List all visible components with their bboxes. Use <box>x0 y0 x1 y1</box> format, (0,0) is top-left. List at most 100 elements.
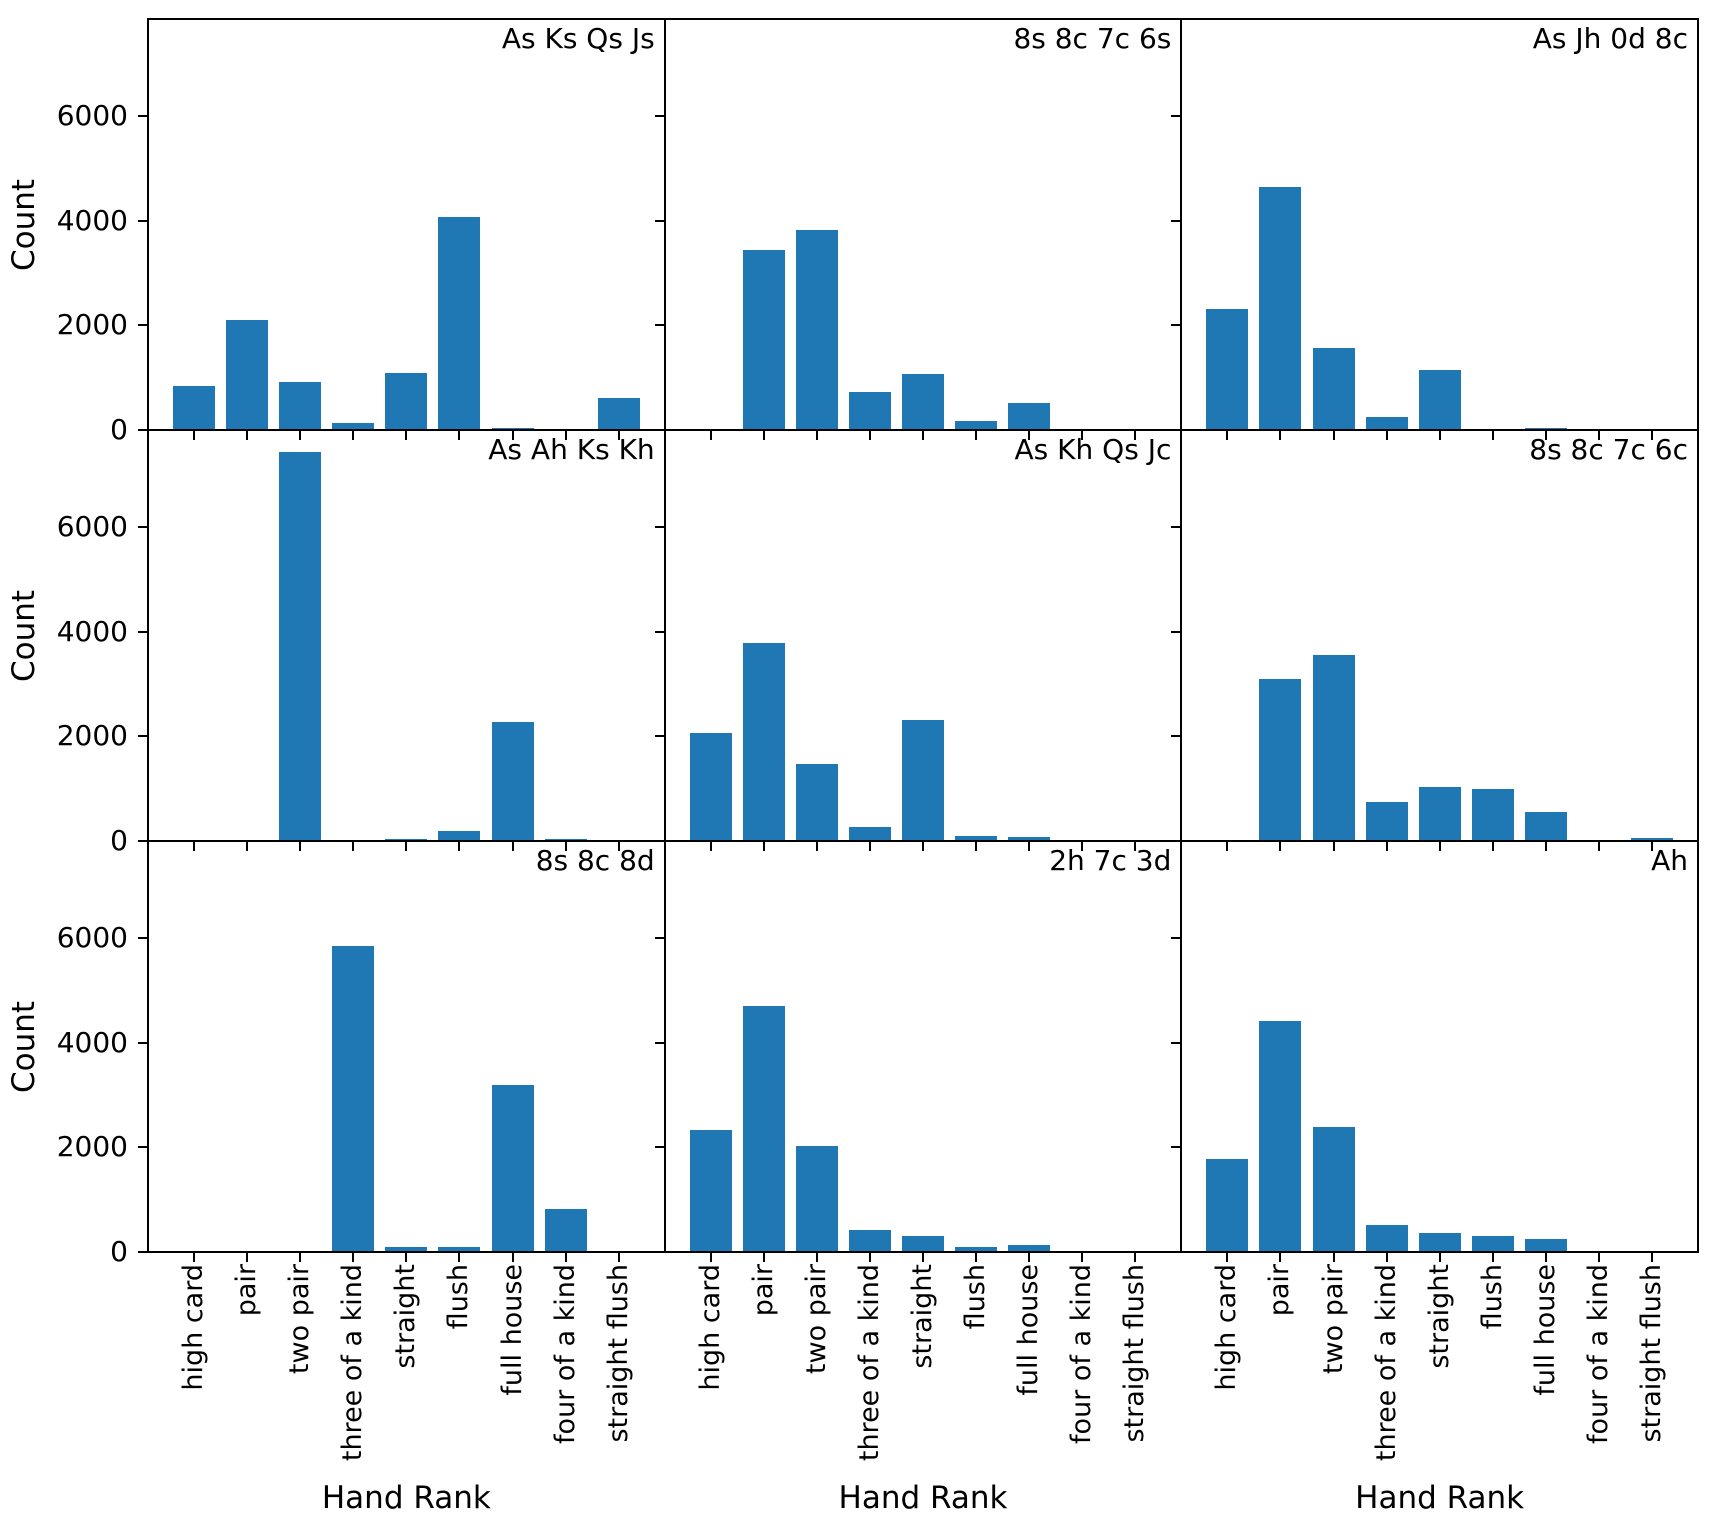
subplot-title: As Jh 0d 8c <box>1532 22 1688 55</box>
bar <box>1312 1126 1355 1252</box>
y-axis-spine <box>147 18 149 1253</box>
x-axis-spine <box>147 18 1699 20</box>
subplot-title: 8s 8c 8d <box>535 844 655 877</box>
bar <box>332 946 375 1252</box>
x-tick-mark <box>1597 431 1600 440</box>
bar <box>491 427 534 430</box>
x-tick-mark <box>1544 842 1547 851</box>
x-tick-label: four of a kind <box>549 1264 581 1444</box>
x-tick-mark <box>617 431 620 440</box>
y-tick-mark <box>138 114 147 117</box>
bar <box>742 1006 785 1252</box>
x-tick-mark <box>511 842 514 851</box>
bar <box>438 831 481 841</box>
y-tick-mark <box>1171 1146 1181 1149</box>
bar <box>1008 402 1051 430</box>
x-tick-mark <box>1081 431 1084 440</box>
x-axis-spine <box>147 429 1699 431</box>
bar <box>902 373 944 430</box>
y-tick-label: 0 <box>110 1235 128 1268</box>
y-tick-mark <box>654 525 664 528</box>
x-tick-mark <box>1385 1253 1388 1262</box>
x-tick-label: straight flush <box>602 1264 634 1443</box>
y-tick-mark <box>1171 1251 1181 1253</box>
x-tick-mark <box>246 842 249 851</box>
x-tick-mark <box>1385 431 1388 440</box>
x-tick-mark <box>1134 431 1137 440</box>
x-tick-mark <box>1491 1253 1494 1262</box>
x-tick-mark <box>1028 1253 1031 1262</box>
x-tick-mark <box>1544 1253 1547 1262</box>
y-tick-label: 4000 <box>56 614 128 648</box>
bar <box>173 386 215 430</box>
y-tick-mark <box>654 1041 664 1044</box>
bar <box>491 722 534 841</box>
x-tick-mark <box>246 431 249 440</box>
x-tick-label: flush <box>960 1264 992 1330</box>
x-tick-mark <box>1332 1253 1335 1262</box>
bar <box>1365 1225 1408 1252</box>
bar <box>848 1230 891 1252</box>
y-tick-mark <box>654 630 664 633</box>
bar <box>438 1246 481 1252</box>
y-tick-label: 6000 <box>56 98 128 132</box>
x-tick-mark <box>709 431 712 440</box>
x-tick-mark <box>815 1253 818 1262</box>
x-tick-mark <box>1332 842 1335 851</box>
bar <box>1418 369 1461 430</box>
x-tick-mark <box>352 1253 355 1262</box>
x-tick-mark <box>1385 842 1388 851</box>
x-tick-mark <box>975 842 978 851</box>
x-tick-mark <box>193 842 195 851</box>
y-tick-mark <box>1171 429 1181 431</box>
bar <box>902 1236 944 1252</box>
x-tick-mark <box>352 431 355 440</box>
x-tick-label: straight <box>1423 1264 1455 1369</box>
bar <box>795 763 838 841</box>
x-axis-label: Hand Rank <box>838 1480 1008 1516</box>
x-tick-mark <box>1438 431 1441 440</box>
x-tick-mark <box>352 842 355 851</box>
x-tick-mark <box>975 431 978 440</box>
y-axis-label: Count <box>6 1000 42 1093</box>
y-axis-spine <box>663 18 666 1253</box>
bar <box>1312 347 1355 430</box>
x-tick-label: three of a kind <box>1370 1264 1402 1462</box>
x-tick-mark <box>762 431 765 440</box>
x-tick-label: pair <box>747 1264 779 1317</box>
x-tick-mark <box>1134 842 1137 851</box>
y-tick-label: 2000 <box>56 719 128 753</box>
y-tick-mark <box>138 219 147 222</box>
subplot-title: 8s 8c 7c 6s <box>1013 22 1172 55</box>
bar <box>279 382 322 430</box>
bar <box>1008 1245 1051 1252</box>
x-tick-mark <box>1028 431 1031 440</box>
bar <box>1365 802 1408 841</box>
bar <box>279 451 322 841</box>
x-tick-mark <box>193 431 195 440</box>
y-tick-mark <box>654 936 664 939</box>
y-tick-mark <box>138 324 147 327</box>
x-tick-mark <box>617 1253 620 1262</box>
subplot-title: Ah <box>1651 844 1688 877</box>
x-tick-mark <box>1279 842 1282 851</box>
bar <box>1206 308 1249 430</box>
x-tick-mark <box>1081 842 1084 851</box>
y-tick-label: 6000 <box>56 509 128 543</box>
x-tick-mark <box>1491 842 1494 851</box>
subplot-title: 8s 8c 7c 6c <box>1529 433 1688 466</box>
x-tick-label: four of a kind <box>1582 1264 1614 1444</box>
bar <box>1259 186 1302 430</box>
y-tick-label: 0 <box>110 413 128 446</box>
bar <box>385 373 428 430</box>
x-tick-mark <box>1544 431 1547 440</box>
bar <box>1008 837 1051 841</box>
y-tick-mark <box>138 1146 147 1149</box>
x-tick-mark <box>1134 1253 1137 1262</box>
x-axis-spine <box>147 840 1699 842</box>
subplot-title: As Ks Qs Js <box>501 22 655 55</box>
bar <box>955 421 998 430</box>
bar <box>438 216 481 430</box>
